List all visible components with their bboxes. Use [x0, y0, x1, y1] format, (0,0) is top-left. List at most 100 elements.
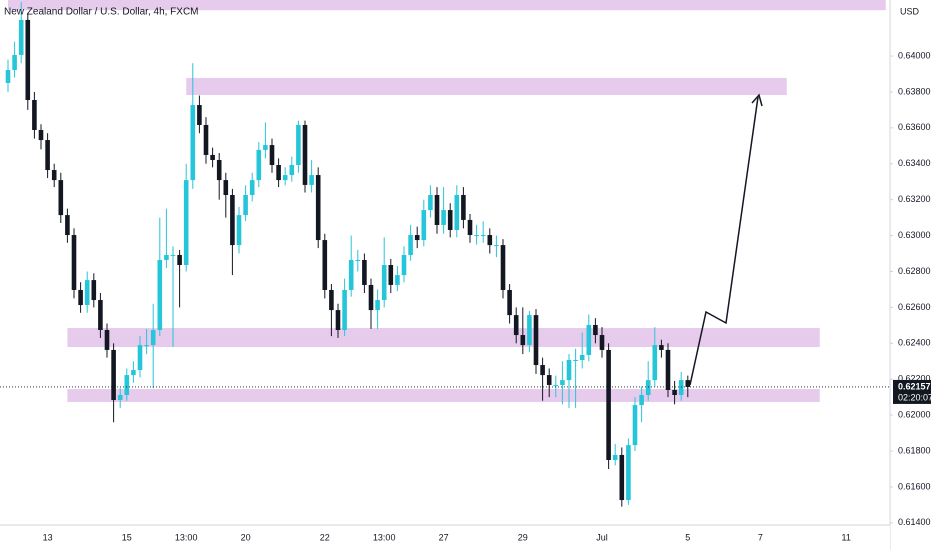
- candle-body: [632, 405, 638, 446]
- candle-body: [461, 194, 466, 220]
- y-tick-label: 0.62600: [898, 302, 931, 312]
- candle-body: [309, 175, 314, 185]
- candle-body: [414, 235, 420, 241]
- y-tick-label: 0.62200: [898, 374, 931, 384]
- price-axis: [890, 0, 932, 550]
- zone: [67, 328, 820, 348]
- x-tick-label: 13:00: [373, 532, 396, 542]
- candle-body: [71, 235, 77, 290]
- candle-body: [566, 359, 572, 381]
- candle-body: [190, 105, 196, 181]
- y-tick-label: 0.62800: [898, 266, 931, 276]
- projection-arrow: [689, 96, 759, 386]
- x-tick-label: 22: [320, 532, 330, 542]
- candle-body: [421, 210, 427, 241]
- chart-title: New Zealand Dollar / U.S. Dollar, 4h, FX…: [4, 7, 199, 18]
- candle-body: [335, 310, 341, 331]
- x-tick-label: 13:00: [175, 532, 198, 542]
- candle-body: [263, 145, 268, 150]
- candle-body: [619, 454, 625, 501]
- candle-body: [45, 140, 50, 171]
- candle-body: [560, 380, 565, 385]
- candle-body: [65, 215, 70, 236]
- candle-body: [447, 210, 453, 231]
- candle-body: [203, 124, 209, 155]
- candle-body: [348, 259, 354, 290]
- candle-body: [296, 124, 301, 166]
- x-tick-label: 11: [842, 532, 851, 542]
- candle-body: [362, 259, 367, 285]
- candle-body: [58, 180, 64, 216]
- x-tick-label: 27: [439, 532, 449, 542]
- candle-body: [5, 70, 11, 83]
- last-price-box: [893, 379, 931, 404]
- candle-body: [665, 349, 671, 390]
- arrow-head: [751, 93, 763, 107]
- candle-body: [434, 194, 440, 225]
- candle-body: [527, 315, 532, 346]
- candle-body: [593, 324, 598, 336]
- candle-body: [51, 170, 57, 181]
- candle-body: [104, 330, 110, 350]
- y-tick-label: 0.61800: [898, 445, 931, 455]
- candle-body: [513, 315, 519, 336]
- x-tick-label: 7: [758, 532, 763, 542]
- time-axis: [0, 525, 890, 550]
- y-tick-label: 0.62400: [898, 338, 931, 348]
- candle-body: [685, 380, 691, 387]
- y-tick-label: 0.64000: [898, 50, 931, 60]
- candle-body: [91, 280, 97, 301]
- candle-body: [269, 145, 275, 166]
- candle-body: [388, 265, 394, 285]
- candle-body: [12, 54, 17, 71]
- x-tick-label: 13: [43, 532, 53, 542]
- candle-body: [111, 349, 116, 401]
- candle-body: [18, 19, 24, 55]
- candle-body: [606, 349, 611, 461]
- candle-body: [428, 194, 433, 211]
- x-tick-label: 15: [122, 532, 132, 542]
- candle-body: [131, 370, 136, 376]
- last-price-label: 0.62157: [898, 381, 931, 391]
- candle-body: [612, 454, 618, 461]
- candle-body: [157, 259, 163, 331]
- candle-body: [183, 180, 189, 266]
- y-tick-label: 0.63400: [898, 158, 931, 168]
- candle-body: [164, 254, 169, 260]
- zone: [186, 77, 787, 95]
- candle-body: [78, 289, 83, 306]
- candle-body: [368, 284, 374, 311]
- candle-body: [177, 254, 182, 266]
- candle-body: [474, 235, 479, 237]
- candle-body: [408, 235, 413, 255]
- candle-body: [342, 289, 347, 331]
- candle-body: [441, 210, 446, 225]
- candle-body: [540, 365, 545, 376]
- candle-body: [520, 335, 526, 346]
- candle-body: [626, 445, 631, 501]
- candle-body: [678, 380, 684, 396]
- candle-body: [315, 175, 321, 241]
- candle-body: [553, 384, 559, 386]
- candle-body: [395, 275, 400, 285]
- candle-body: [500, 245, 506, 290]
- candle-body: [533, 315, 539, 366]
- y-tick-label: 0.61400: [898, 517, 931, 527]
- x-tick-label: Jul: [596, 532, 608, 542]
- candle-body: [487, 235, 493, 246]
- candle-body: [507, 289, 512, 316]
- candle-body: [117, 395, 123, 401]
- candle-body: [216, 159, 222, 181]
- candle-body: [381, 265, 387, 301]
- candle-body: [223, 180, 229, 195]
- candle-body: [480, 235, 486, 237]
- candle-body: [586, 324, 592, 355]
- candle-body: [302, 124, 308, 185]
- candle-body: [137, 345, 143, 371]
- candle-body: [573, 359, 578, 361]
- candle-body: [672, 389, 677, 396]
- x-tick-label: 5: [685, 532, 690, 542]
- candle-body: [38, 129, 44, 141]
- candle-body: [355, 259, 361, 261]
